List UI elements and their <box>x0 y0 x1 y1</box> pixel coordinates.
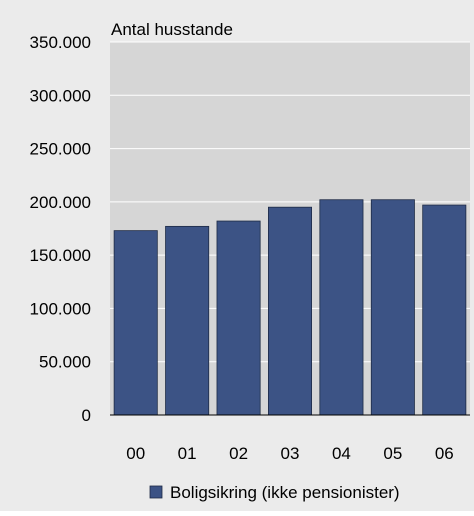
bar <box>370 199 415 416</box>
y-tick-label: 100.000 <box>30 299 91 318</box>
bar <box>216 220 261 416</box>
x-tick-label: 02 <box>229 444 248 463</box>
x-tick-label: 06 <box>435 444 454 463</box>
y-tick-label: 50.000 <box>39 353 91 372</box>
x-tick-label: 05 <box>383 444 402 463</box>
x-tick-label: 01 <box>178 444 197 463</box>
y-tick-label: 250.000 <box>30 140 91 159</box>
bar <box>267 206 312 416</box>
bar <box>422 204 467 416</box>
bar <box>113 230 158 416</box>
legend: Boligsikring (ikke pensionister) <box>149 483 400 502</box>
bar <box>319 199 364 416</box>
x-tick-label: 03 <box>281 444 300 463</box>
x-tick-label: 00 <box>126 444 145 463</box>
y-tick-label: 0 <box>82 406 91 425</box>
y-tick-label: 350.000 <box>30 33 91 52</box>
bar <box>165 225 210 416</box>
x-tick-label: 04 <box>332 444 351 463</box>
y-tick-labels: 0 50.000 100.000 150.000 200.000 250.000 300.0… <box>30 33 91 425</box>
legend-label: Boligsikring (ikke pensionister) <box>170 483 400 502</box>
y-tick-label: 150.000 <box>30 246 91 265</box>
y-tick-label: 200.000 <box>30 193 91 212</box>
y-tick-label: 300.000 <box>30 86 91 105</box>
y-axis-label: Antal husstande <box>111 20 233 39</box>
legend-swatch <box>149 485 163 499</box>
x-tick-labels: 00 01 02 03 04 05 06 <box>126 444 453 463</box>
bars <box>113 199 467 416</box>
